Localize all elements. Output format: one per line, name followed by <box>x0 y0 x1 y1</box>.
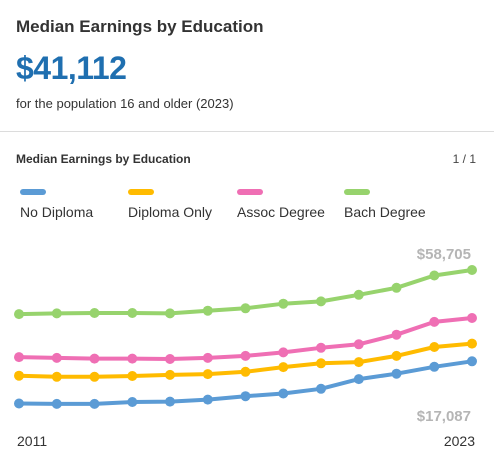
legend-swatch-bach-degree <box>344 189 370 195</box>
data-point-no-diploma-2022[interactable] <box>429 361 440 372</box>
series-bach-degree <box>14 265 477 320</box>
data-point-bach-degree-2022[interactable] <box>429 270 440 281</box>
data-point-assoc-degree-2022[interactable] <box>429 316 440 327</box>
data-point-assoc-degree-2018[interactable] <box>278 347 289 358</box>
data-point-diploma-only-2020[interactable] <box>353 357 364 368</box>
data-point-diploma-only-2017[interactable] <box>240 366 251 377</box>
data-point-no-diploma-2020[interactable] <box>353 374 364 385</box>
data-point-bach-degree-2014[interactable] <box>127 308 138 318</box>
data-point-no-diploma-2011[interactable] <box>14 398 24 409</box>
data-point-no-diploma-2014[interactable] <box>127 397 138 407</box>
data-point-assoc-degree-2011[interactable] <box>14 352 24 363</box>
line-chart: $58,705 $17,087 2011 2023 <box>14 246 477 449</box>
data-point-no-diploma-2015[interactable] <box>165 396 175 407</box>
data-point-assoc-degree-2015[interactable] <box>165 354 175 364</box>
x-tick-label-end: 2023 <box>444 433 475 449</box>
data-point-no-diploma-2012[interactable] <box>51 398 62 409</box>
data-point-bach-degree-2012[interactable] <box>51 308 62 319</box>
legend-swatch-diploma-only <box>128 189 154 195</box>
series-no-diploma <box>14 356 477 409</box>
data-point-diploma-only-2018[interactable] <box>278 362 289 373</box>
data-point-diploma-only-2019[interactable] <box>316 358 326 369</box>
data-point-no-diploma-2016[interactable] <box>202 394 213 405</box>
headline-subtitle: for the population 16 and older (2023) <box>16 96 234 111</box>
data-point-bach-degree-2019[interactable] <box>316 296 326 307</box>
section-divider <box>0 131 494 132</box>
data-point-bach-degree-2013[interactable] <box>89 308 100 318</box>
data-point-diploma-only-2014[interactable] <box>127 371 138 381</box>
data-point-diploma-only-2022[interactable] <box>429 342 440 352</box>
data-point-assoc-degree-2017[interactable] <box>240 350 251 361</box>
data-point-bach-degree-2020[interactable] <box>353 289 364 300</box>
y-min-label: $17,087 <box>417 408 471 425</box>
data-point-assoc-degree-2020[interactable] <box>353 339 364 350</box>
data-point-no-diploma-2017[interactable] <box>240 391 251 402</box>
data-point-no-diploma-2023[interactable] <box>467 356 477 367</box>
data-point-diploma-only-2021[interactable] <box>391 350 402 361</box>
legend-swatch-assoc-degree <box>237 189 263 195</box>
legend-label-bach-degree: Bach Degree <box>344 204 426 220</box>
headline-value: $41,112 <box>16 50 127 86</box>
data-point-no-diploma-2019[interactable] <box>316 383 326 394</box>
x-tick-label-start: 2011 <box>17 433 47 449</box>
data-point-assoc-degree-2023[interactable] <box>467 313 477 323</box>
data-point-bach-degree-2015[interactable] <box>165 308 175 319</box>
data-point-diploma-only-2015[interactable] <box>165 369 175 380</box>
data-point-diploma-only-2012[interactable] <box>51 371 62 382</box>
data-point-assoc-degree-2013[interactable] <box>89 353 100 364</box>
chart-title: Median Earnings by Education <box>16 152 191 166</box>
summary-header: Median Earnings by Education $41,112 for… <box>16 0 486 132</box>
legend-swatch-no-diploma <box>20 189 46 195</box>
data-point-diploma-only-2016[interactable] <box>202 369 213 380</box>
data-point-no-diploma-2013[interactable] <box>89 398 100 409</box>
data-point-bach-degree-2011[interactable] <box>14 309 24 320</box>
legend-label-no-diploma: No Diploma <box>20 204 94 220</box>
data-point-assoc-degree-2012[interactable] <box>51 352 62 363</box>
data-point-assoc-degree-2014[interactable] <box>127 353 138 364</box>
summary-title: Median Earnings by Education <box>16 17 264 36</box>
data-point-no-diploma-2021[interactable] <box>391 368 402 379</box>
chart-pager[interactable]: 1 / 1 <box>452 152 476 166</box>
data-point-bach-degree-2017[interactable] <box>240 303 251 314</box>
series-assoc-degree <box>14 313 477 364</box>
legend-label-assoc-degree: Assoc Degree <box>237 204 325 220</box>
data-point-diploma-only-2023[interactable] <box>467 338 477 349</box>
data-point-assoc-degree-2016[interactable] <box>202 352 213 363</box>
data-point-diploma-only-2011[interactable] <box>14 370 24 381</box>
data-point-bach-degree-2016[interactable] <box>202 305 213 316</box>
y-max-label: $58,705 <box>417 246 471 263</box>
series-diploma-only <box>14 338 477 382</box>
data-point-diploma-only-2013[interactable] <box>89 371 100 382</box>
data-point-bach-degree-2023[interactable] <box>467 265 477 275</box>
data-point-no-diploma-2018[interactable] <box>278 388 289 399</box>
data-point-bach-degree-2021[interactable] <box>391 282 402 293</box>
data-point-assoc-degree-2021[interactable] <box>391 329 402 340</box>
data-point-assoc-degree-2019[interactable] <box>316 342 326 353</box>
data-point-bach-degree-2018[interactable] <box>278 298 289 309</box>
legend-label-diploma-only: Diploma Only <box>128 204 213 220</box>
series-layer <box>14 265 477 409</box>
